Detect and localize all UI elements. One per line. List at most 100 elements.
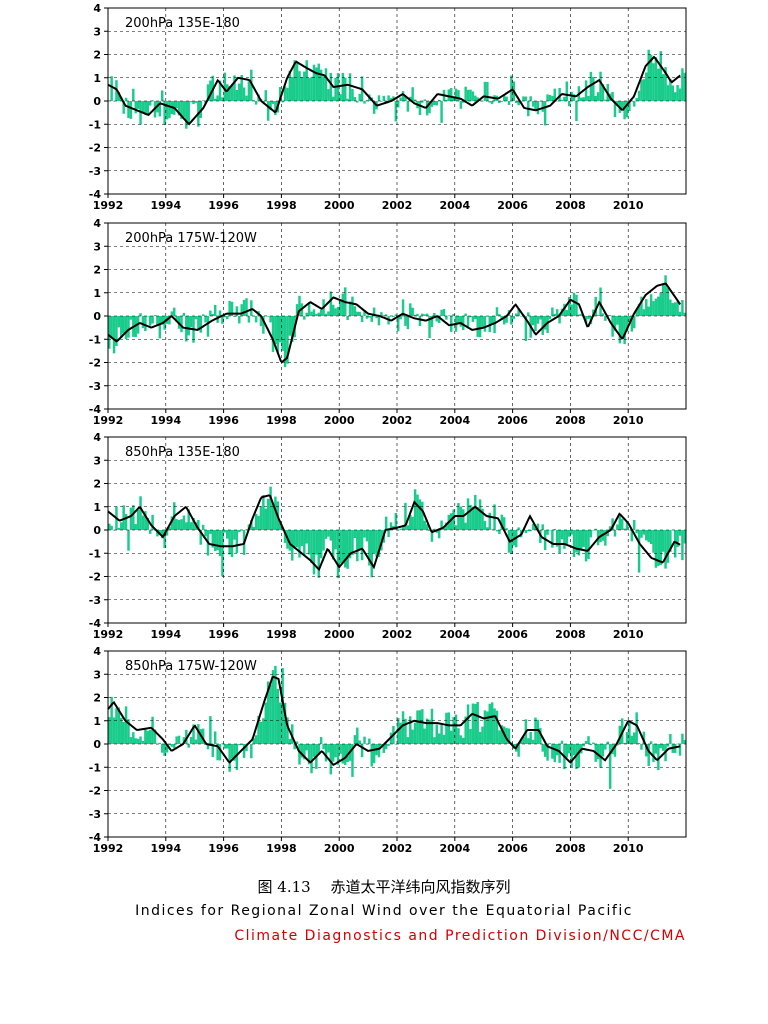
x-tick-label: 1996 — [208, 414, 239, 427]
x-tick-label: 1992 — [93, 199, 124, 212]
bar — [341, 293, 345, 316]
panel-title: 200hPa 175W-120W — [125, 231, 257, 246]
bar — [645, 72, 648, 101]
bar — [226, 316, 229, 320]
bar — [250, 69, 253, 101]
bar — [575, 101, 578, 122]
bar — [635, 308, 638, 316]
bar — [486, 527, 489, 530]
bar — [654, 298, 658, 316]
bar — [534, 526, 537, 530]
bar — [510, 316, 513, 325]
bar — [474, 494, 477, 530]
bar — [242, 299, 246, 316]
bar — [148, 316, 152, 326]
bar — [616, 524, 619, 530]
bar — [669, 79, 672, 101]
bar — [286, 87, 289, 101]
bar — [363, 736, 366, 744]
bar — [529, 732, 532, 744]
bar — [204, 530, 207, 537]
bar — [620, 316, 624, 339]
bar — [411, 729, 414, 744]
bar — [517, 308, 520, 316]
bar — [659, 292, 662, 316]
bar — [649, 54, 653, 101]
bar — [298, 71, 301, 101]
bar — [635, 530, 638, 534]
bar — [582, 530, 585, 547]
bar — [440, 101, 443, 123]
bar — [428, 719, 431, 744]
bar — [363, 530, 366, 538]
bar — [462, 509, 465, 530]
bar — [666, 530, 670, 563]
x-tick-label: 2004 — [439, 842, 470, 855]
smoothed-series-line — [107, 675, 681, 767]
bar — [474, 95, 477, 101]
bar — [368, 316, 371, 318]
y-tick-label: -1 — [89, 547, 101, 560]
bar — [421, 501, 424, 530]
bar — [312, 530, 316, 575]
bar — [507, 728, 511, 744]
x-tick-label: 2004 — [439, 628, 470, 641]
bar — [543, 101, 547, 126]
bar — [160, 744, 164, 753]
bar — [127, 101, 130, 119]
bar — [295, 741, 299, 744]
bar — [228, 744, 231, 772]
bar — [163, 530, 166, 549]
bar — [218, 744, 222, 761]
bar — [507, 101, 511, 105]
bar — [442, 308, 446, 316]
bar — [652, 63, 655, 101]
bar — [344, 744, 347, 765]
smoothed-series-line — [107, 282, 682, 364]
bar — [560, 99, 564, 101]
x-tick-label: 1998 — [266, 199, 297, 212]
bar — [428, 530, 431, 531]
bar — [642, 731, 646, 744]
bar — [274, 665, 277, 744]
bar — [546, 316, 549, 334]
bar — [430, 316, 434, 328]
bar — [168, 744, 171, 746]
bar — [558, 316, 561, 324]
bar — [512, 530, 516, 546]
bar — [163, 744, 166, 756]
bar — [543, 316, 547, 330]
bar — [442, 734, 446, 744]
x-tick-label: 2004 — [439, 414, 470, 427]
bar — [110, 696, 113, 744]
y-tick-label: -4 — [89, 188, 102, 201]
bar — [630, 735, 634, 744]
bar — [276, 689, 280, 744]
bar — [112, 530, 116, 531]
bar — [387, 530, 390, 537]
bar — [531, 316, 535, 326]
bar — [134, 524, 137, 530]
bar — [676, 530, 679, 548]
bar — [676, 301, 679, 316]
bar — [555, 530, 559, 547]
bar — [570, 304, 573, 316]
bar — [141, 316, 145, 329]
bar — [122, 505, 125, 530]
bar — [683, 530, 687, 544]
bar — [281, 316, 284, 351]
bar — [649, 530, 653, 545]
bar — [266, 498, 270, 530]
x-tick-label: 1994 — [150, 842, 181, 855]
bar — [529, 96, 532, 101]
bar — [442, 527, 446, 530]
bar — [216, 744, 219, 761]
bar — [346, 530, 349, 569]
bar — [449, 513, 453, 530]
bar — [124, 97, 128, 101]
bar — [185, 522, 188, 530]
bar — [633, 520, 636, 530]
bar — [238, 316, 241, 324]
bar — [247, 316, 251, 323]
bar — [141, 515, 145, 530]
